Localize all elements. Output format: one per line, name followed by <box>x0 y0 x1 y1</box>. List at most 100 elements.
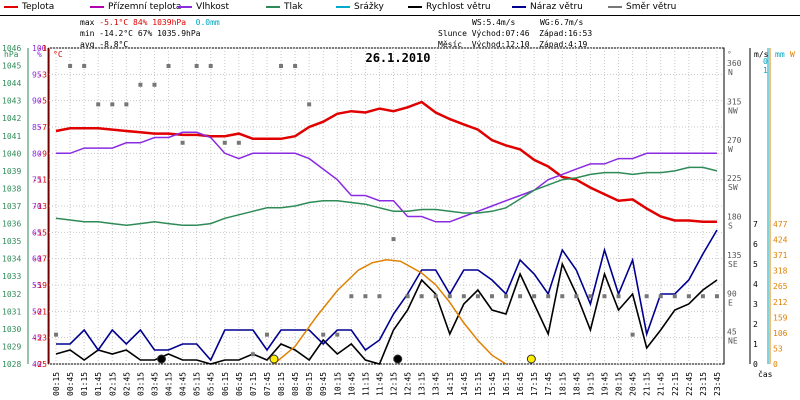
wind-direction-point <box>124 102 129 107</box>
humidity-tick-label: 100 <box>32 44 47 53</box>
x-tick-label: 23:45 <box>713 372 722 396</box>
time-axis-label: čas <box>758 369 773 379</box>
temp-tick-label: -9 <box>37 149 47 158</box>
temp-tick-label: -21 <box>33 307 48 316</box>
wind-direction-point <box>54 332 59 337</box>
humidity-tick-label: 55 <box>32 281 42 290</box>
wind-direction-point <box>574 294 579 299</box>
pressure-tick-label: 1038 <box>2 184 21 193</box>
humidity-tick-label: 45 <box>32 334 42 343</box>
x-tick-label: 09:45 <box>319 372 328 396</box>
x-tick-label: 21:15 <box>643 372 652 396</box>
x-tick-label: 17:45 <box>544 372 553 396</box>
x-tick-label: 07:15 <box>249 372 258 396</box>
stat-label: max <box>80 18 95 27</box>
wind-direction-point <box>560 294 565 299</box>
x-tick-label: 15:45 <box>488 372 497 396</box>
series-line-teplota <box>55 100 717 224</box>
legend-swatch <box>608 5 622 8</box>
wind-axis-unit: m/s <box>754 50 769 59</box>
wind-direction-point <box>419 294 424 299</box>
moonset-time: Západ:4:19 <box>539 40 588 49</box>
wind-tick-label: 7 <box>753 220 758 229</box>
direction-tick-label: 135 <box>727 251 742 260</box>
legend-temperature: Teplota <box>4 2 54 12</box>
wind-direction-point <box>307 102 312 107</box>
pressure-tick-label: 1036 <box>2 220 21 229</box>
direction-tick-label: 315 <box>727 97 742 106</box>
direction-tick-label: 360 <box>727 59 742 68</box>
temp-tick-label: -25 <box>33 360 48 369</box>
direction-tick-compass: NW <box>728 106 738 115</box>
direction-tick-compass: NE <box>728 337 738 346</box>
x-tick-label: 05:45 <box>207 372 216 396</box>
wind-direction-point <box>686 294 691 299</box>
humidity-tick-label: 65 <box>32 228 42 237</box>
legend-label: Náraz větru <box>530 2 583 12</box>
direction-tick-compass: E <box>728 298 733 307</box>
astro-marker-sunrise <box>269 354 279 364</box>
x-tick-label: 02:45 <box>122 372 131 396</box>
stats-moon-row: Měsíc Východ:12:10 Západ:4:19 <box>438 40 587 50</box>
legend-label: Vlhkost <box>196 2 229 12</box>
stat-wind-speed: WS:5.4m/s <box>472 18 516 27</box>
wind-direction-point <box>279 64 284 68</box>
x-tick-label: 12:45 <box>404 372 413 396</box>
legend-swatch <box>408 5 422 8</box>
wind-direction-point <box>504 294 509 299</box>
wind-direction-point <box>250 352 255 357</box>
temp-tick-label: -13 <box>33 202 48 211</box>
x-tick-label: 06:45 <box>235 372 244 396</box>
wind-direction-point <box>180 140 185 145</box>
wind-direction-point <box>518 294 523 299</box>
stat-min-pressure: 1035.9hPa <box>157 29 201 38</box>
series-line-tlak <box>55 166 718 227</box>
x-tick-label: 13:15 <box>418 372 427 396</box>
wind-direction-point <box>714 294 719 299</box>
solar-tick-label: 212 <box>773 298 788 307</box>
temp-tick-label: -19 <box>33 281 48 290</box>
direction-tick-label: 90 <box>727 289 737 298</box>
wind-direction-point <box>461 294 466 299</box>
x-tick-label: 16:15 <box>502 372 511 396</box>
stat-max-humidity: 84% <box>133 18 148 27</box>
x-tick-label: 04:45 <box>179 372 188 396</box>
direction-tick-label: 225 <box>727 174 742 183</box>
temp-tick-label: -17 <box>33 255 48 264</box>
stat-max-temp: -5.1°C <box>99 18 129 27</box>
stat-label: min <box>80 29 95 38</box>
direction-tick-compass: SE <box>728 260 738 269</box>
wind-tick-label: 6 <box>753 240 758 249</box>
x-tick-label: 11:15 <box>361 372 370 396</box>
legend-label: Teplota <box>22 2 55 12</box>
x-tick-label: 19:45 <box>600 372 609 396</box>
stat-min-humidity: 67% <box>137 29 153 38</box>
wind-direction-point <box>616 294 621 299</box>
stat-max-pressure: 1039hPa <box>152 18 187 27</box>
wind-direction-point <box>349 294 354 299</box>
humidity-tick-label: 70 <box>32 202 42 211</box>
wind-direction-point <box>630 332 635 337</box>
x-tick-label: 22:45 <box>685 372 694 396</box>
pressure-tick-label: 1028 <box>2 360 21 369</box>
wind-direction-point <box>208 64 213 68</box>
solar-tick-label: 53 <box>773 344 783 353</box>
temp-axis-unit: °C <box>53 50 63 59</box>
wind-direction-point <box>68 64 73 68</box>
wind-direction-point <box>588 294 593 299</box>
pressure-tick-label: 1031 <box>2 307 21 316</box>
wind-direction-point <box>194 64 199 68</box>
humidity-axis-unit: % <box>37 50 42 59</box>
direction-tick-compass: W <box>728 145 733 154</box>
legend-swatch <box>178 5 192 8</box>
series-line-vlhkost <box>56 131 717 223</box>
legend-swatch <box>4 5 18 8</box>
wind-tick-label: 1 <box>753 340 758 349</box>
temp-tick-label: -3 <box>37 70 47 79</box>
x-tick-label: 12:15 <box>390 372 399 396</box>
wind-direction-point <box>377 294 382 299</box>
pressure-tick-label: 1046 <box>2 44 21 53</box>
x-tick-label: 17:15 <box>530 372 539 396</box>
legend-swatch <box>512 5 526 8</box>
chart-title: 26.1.2010 <box>365 51 430 65</box>
